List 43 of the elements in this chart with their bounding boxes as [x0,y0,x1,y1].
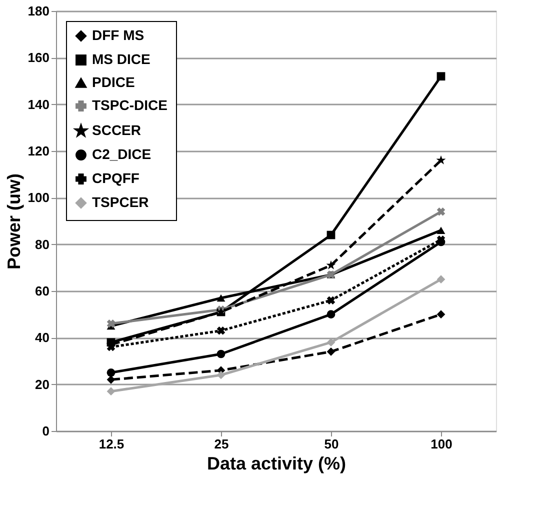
point [106,320,116,328]
y-tick-label: 160 [28,50,50,66]
point [106,368,116,377]
x-tick-label: 12.5 [98,436,124,452]
legend-label: MS DICE [92,51,150,67]
legend-label: CPQFF [92,170,140,186]
point [326,230,336,240]
y-tick-label: 60 [35,284,50,298]
x-tick-label: 25 [214,436,229,452]
y-tick-label: 180 [28,4,50,18]
point [326,260,336,270]
point [326,296,336,304]
point [326,338,336,347]
legend-label: TSPCER [92,194,149,210]
point [326,347,336,356]
point [216,350,226,358]
point [436,275,446,284]
y-tick-label: 0 [42,424,50,438]
point [436,155,446,164]
legend-label: PDICE [92,74,135,90]
legend-label: DFF MS [92,27,144,43]
y-tick-label: 120 [28,144,50,158]
x-tick-label: 100 [430,436,452,452]
point [436,310,446,319]
y-tick-label: 20 [35,376,50,392]
legend-label: SCCER [92,122,142,138]
point [216,294,226,302]
point [216,326,226,335]
point [326,310,336,319]
y-tick-label: 80 [35,236,50,252]
point [436,208,446,216]
y-tick-label: 40 [35,330,50,346]
x-axis-title: Data activity (%) [206,454,346,474]
point [436,226,446,234]
y-tick-label: 140 [28,96,50,112]
y-axis-title: Power (uw) [4,173,24,270]
point [216,370,226,380]
y-tick-label: 100 [28,190,50,206]
legend-label: TSPC-DICE [92,97,168,113]
legend-label: C2_DICE [92,146,152,162]
x-tick-label: 50 [324,436,339,452]
point [106,387,116,396]
point [436,72,446,81]
